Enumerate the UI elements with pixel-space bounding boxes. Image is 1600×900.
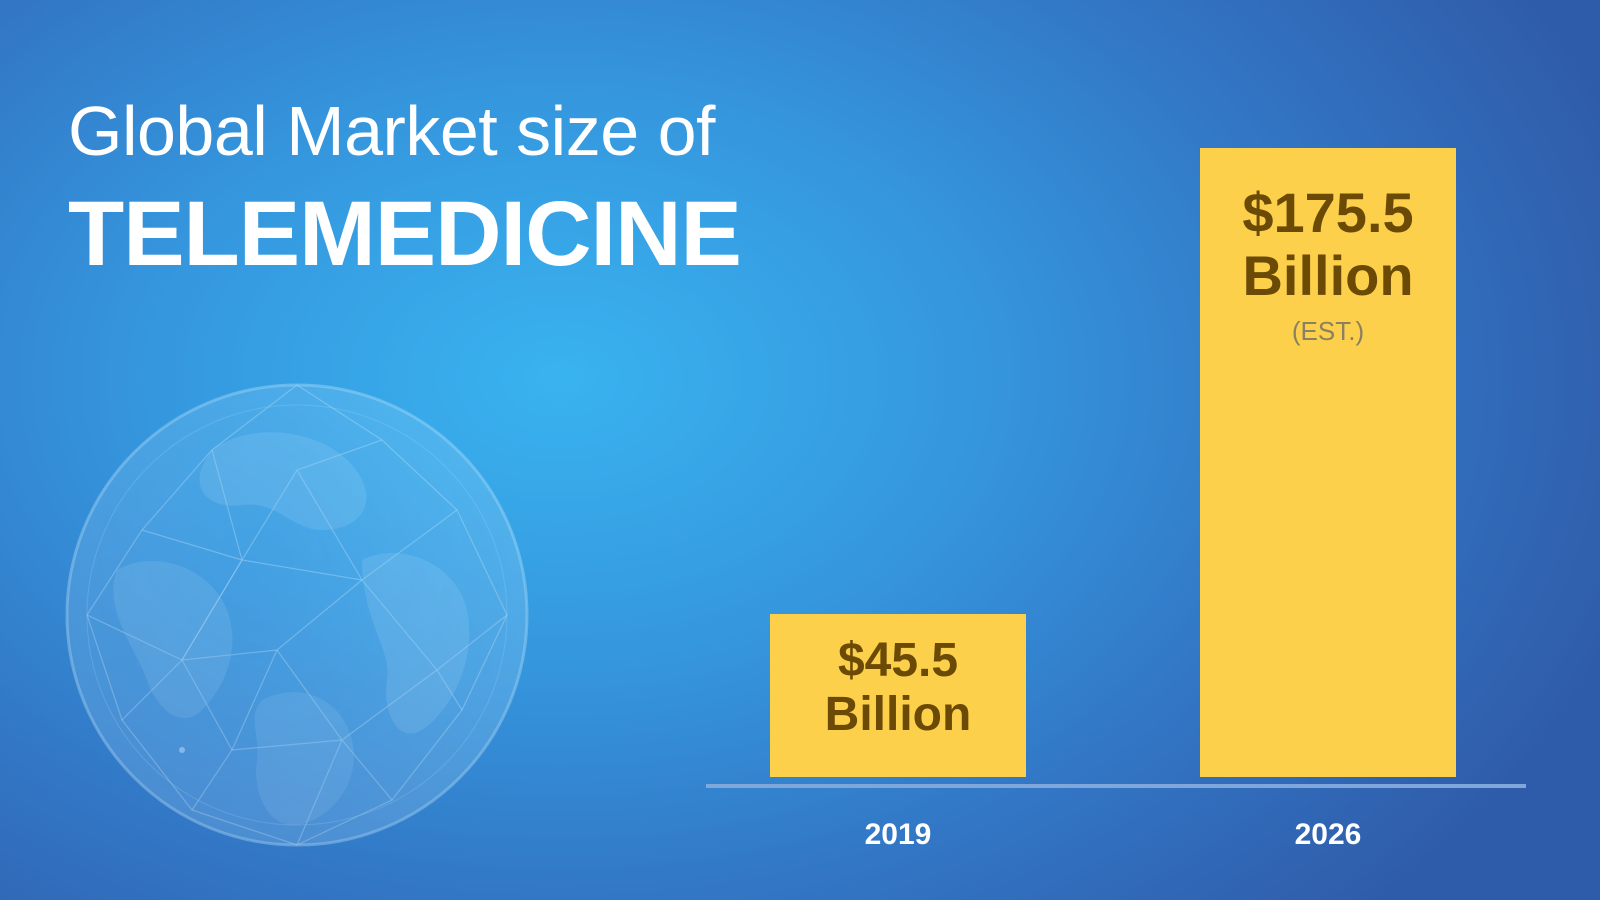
bar-unit-text: Billion: [1242, 243, 1414, 307]
bar-2019: $45.5 Billion: [770, 614, 1026, 777]
bar-amount-text: $45.5: [837, 634, 959, 687]
bar-amount-text: $175.5: [1242, 181, 1414, 244]
x-tick-label: 2019: [864, 818, 932, 851]
bar-unit-text: Billion: [824, 687, 972, 741]
bar-value-label: $175.5 Billion (EST.): [1200, 181, 1456, 347]
bar-2026: $175.5 Billion (EST.): [1200, 148, 1456, 777]
chart-title-line1: Global Market size of: [68, 92, 715, 170]
x-axis-line: [706, 784, 1526, 788]
bar-value-label: $45.5 Billion: [770, 634, 1026, 742]
bar-note-text: (EST.): [1291, 316, 1365, 347]
title-block: Global Market size of TELEMEDICINE: [68, 92, 742, 285]
x-tick-label: 2026: [1294, 818, 1362, 851]
globe-icon: [65, 383, 529, 847]
chart-title-line2: TELEMEDICINE: [68, 183, 742, 285]
